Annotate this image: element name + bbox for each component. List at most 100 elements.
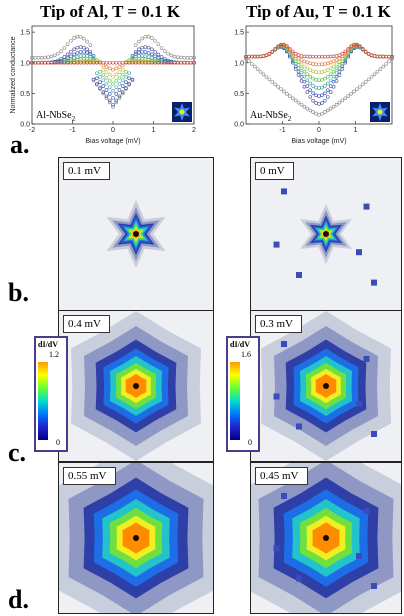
data-point	[120, 90, 125, 94]
data-point	[104, 70, 109, 74]
data-point	[33, 56, 38, 60]
data-point	[124, 86, 128, 90]
data-point	[252, 64, 257, 69]
data-point	[111, 88, 115, 93]
data-point	[143, 50, 148, 54]
x-tick-label: 1	[152, 127, 156, 134]
data-point	[366, 51, 371, 56]
data-point	[334, 70, 339, 75]
data-point	[247, 59, 251, 64]
data-point	[311, 62, 315, 66]
data-point	[85, 54, 89, 58]
data-point	[285, 44, 289, 48]
data-point	[331, 54, 336, 59]
data-point	[323, 62, 327, 66]
bias-label: 0 mV	[255, 162, 294, 180]
data-point	[317, 78, 321, 83]
x-axis-label: Bias voltage (mV)	[291, 138, 346, 145]
data-point	[317, 54, 321, 59]
data-point	[314, 54, 318, 59]
conductance-map-b-left: 0.1 mV	[58, 157, 214, 311]
data-point	[111, 60, 115, 65]
vortex-image	[251, 311, 401, 461]
data-point	[85, 39, 89, 44]
data-point	[72, 58, 76, 63]
noise-pixel	[363, 508, 370, 514]
data-point	[111, 105, 115, 109]
noise-pixel	[296, 272, 302, 278]
y-tick-label: 0.0	[20, 122, 30, 129]
colorbar-gradient	[230, 362, 240, 440]
data-point	[331, 84, 336, 89]
data-point	[101, 78, 106, 83]
data-point	[156, 56, 161, 60]
data-point	[290, 49, 295, 54]
data-point	[305, 106, 310, 111]
y-tick-label: 0.0	[234, 122, 244, 129]
data-point	[120, 72, 125, 77]
data-point	[127, 58, 131, 62]
data-point	[43, 55, 47, 60]
data-point	[317, 113, 321, 117]
data-point	[328, 72, 333, 77]
data-point	[127, 71, 131, 76]
data-point	[337, 56, 342, 61]
data-point	[325, 88, 330, 92]
data-point	[325, 54, 330, 59]
data-point	[334, 74, 339, 79]
noise-pixel	[356, 401, 362, 407]
data-point	[247, 54, 251, 59]
data-point	[258, 69, 263, 74]
data-point	[340, 64, 345, 69]
data-point	[133, 52, 138, 56]
data-point	[72, 36, 76, 40]
vortex-core	[133, 535, 139, 541]
data-point	[36, 60, 41, 65]
inset-star-core	[179, 109, 185, 115]
inset-star-core	[377, 109, 383, 115]
data-point	[88, 54, 93, 59]
data-point	[114, 78, 119, 83]
y-axis-label: Normalized conductance	[10, 36, 17, 113]
data-point	[137, 50, 141, 55]
data-point	[346, 46, 350, 51]
data-point	[111, 95, 115, 100]
data-point	[114, 100, 119, 105]
data-point	[317, 94, 321, 98]
data-point	[366, 77, 371, 82]
panel-label-c: c.	[8, 438, 27, 467]
data-point	[104, 75, 109, 80]
data-point	[270, 49, 275, 54]
data-point	[287, 48, 292, 52]
data-point	[308, 61, 313, 66]
data-point	[320, 70, 324, 74]
data-point	[192, 56, 196, 60]
data-point	[120, 84, 125, 88]
data-point	[305, 54, 310, 59]
data-point	[124, 69, 128, 74]
data-point	[69, 59, 73, 64]
data-point	[163, 49, 167, 53]
noise-pixel	[371, 583, 377, 589]
data-point	[146, 55, 151, 59]
data-point	[143, 34, 148, 39]
data-point	[95, 76, 99, 81]
data-point	[349, 44, 353, 48]
data-point	[69, 38, 73, 43]
data-point	[153, 49, 157, 54]
data-point	[104, 96, 109, 100]
data-point	[107, 98, 112, 103]
data-point	[346, 94, 350, 98]
data-point	[296, 73, 301, 77]
conductance-map-d-left: 0.55 mV	[58, 462, 214, 614]
data-point	[299, 79, 304, 83]
data-point	[334, 62, 339, 67]
data-point	[378, 67, 383, 71]
data-point	[124, 74, 128, 79]
conductance-map-d-right: 0.45 mV	[250, 462, 402, 614]
colorbar-title: dI/dV	[38, 340, 59, 349]
data-point	[320, 54, 324, 59]
data-point	[314, 85, 318, 90]
data-point	[137, 39, 141, 44]
data-point	[328, 90, 333, 94]
